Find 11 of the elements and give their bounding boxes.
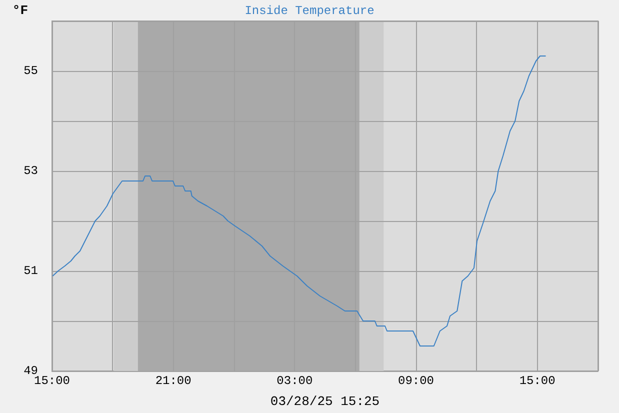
y-axis-title: °F	[12, 3, 28, 18]
y-tick-label: 51	[24, 264, 38, 278]
x-tick-label: 21:00	[155, 374, 192, 388]
x-tick-label: 15:00	[519, 374, 556, 388]
x-tick-label: 15:00	[34, 374, 70, 388]
y-tick-label: 53	[24, 164, 38, 178]
chart-title: Inside Temperature	[244, 4, 374, 18]
x-tick-label: 03:00	[276, 374, 313, 388]
x-tick-label: 09:00	[398, 374, 434, 388]
x-axis-title: 03/28/25 15:25	[270, 394, 380, 409]
y-tick-label: 55	[24, 64, 38, 78]
